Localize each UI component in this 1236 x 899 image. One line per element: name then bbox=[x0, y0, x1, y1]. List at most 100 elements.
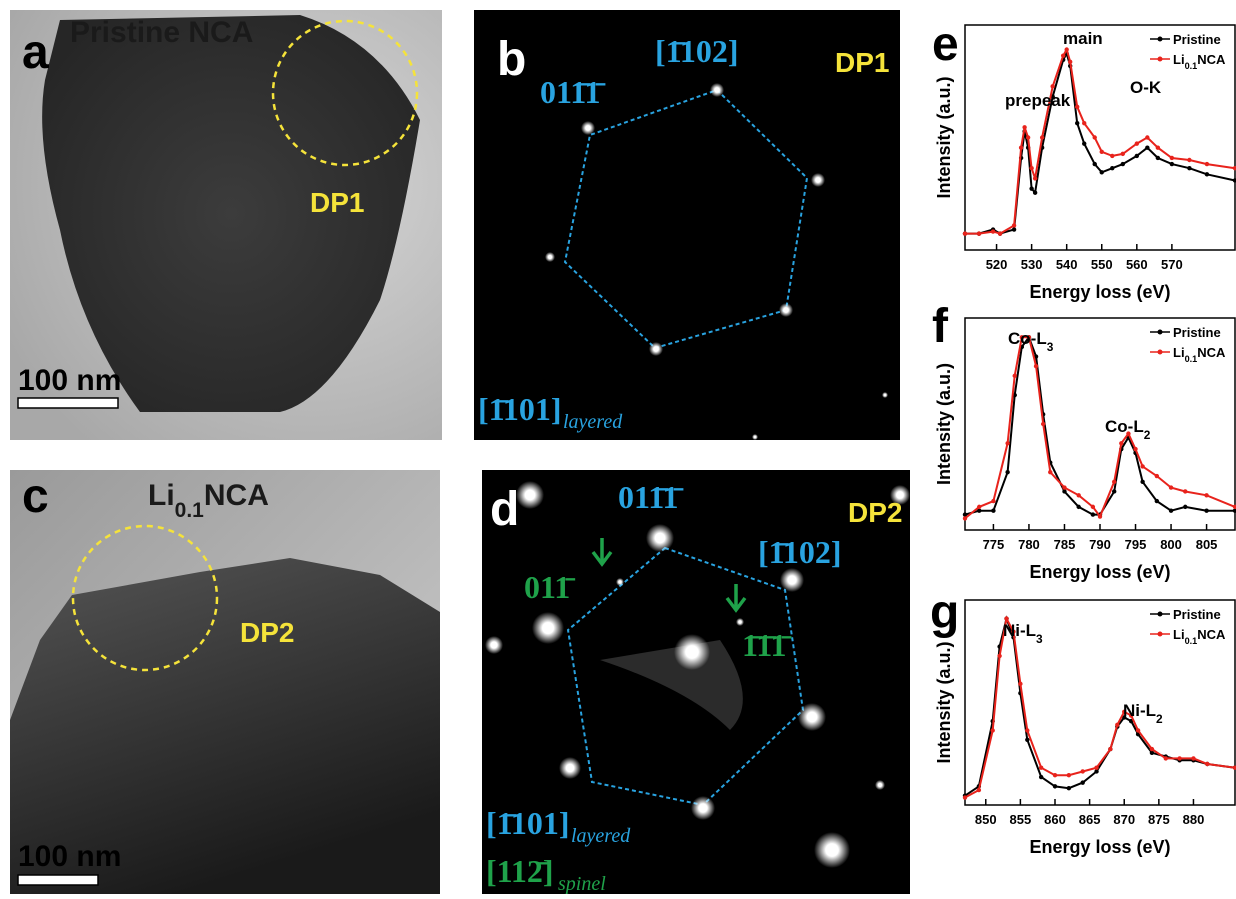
marker bbox=[1183, 489, 1187, 493]
marker bbox=[1050, 84, 1054, 88]
marker bbox=[991, 499, 995, 503]
marker bbox=[1135, 141, 1139, 145]
marker bbox=[1204, 509, 1208, 513]
marker bbox=[1076, 505, 1080, 509]
spot-label: 011̄1̄ bbox=[540, 74, 605, 110]
spot-label: 011̄1̄ bbox=[618, 479, 683, 515]
marker bbox=[1115, 723, 1119, 727]
marker bbox=[1041, 422, 1045, 426]
marker bbox=[1156, 146, 1160, 150]
marker bbox=[991, 229, 995, 233]
x-tick-label: 560 bbox=[1126, 257, 1148, 272]
marker bbox=[1100, 170, 1104, 174]
legend-label: Pristine bbox=[1173, 325, 1221, 340]
x-axis-label: Energy loss (eV) bbox=[1029, 282, 1170, 302]
marker bbox=[1169, 509, 1173, 513]
marker bbox=[977, 231, 981, 235]
marker bbox=[1183, 505, 1187, 509]
marker bbox=[1133, 447, 1137, 451]
spinel-zone-axis: [112̄] bbox=[486, 853, 554, 889]
y-axis-label: Intensity (a.u.) bbox=[934, 76, 954, 198]
spinel-zone-subscript: spinel bbox=[558, 873, 606, 894]
marker bbox=[963, 516, 967, 520]
x-tick-label: 795 bbox=[1125, 537, 1147, 552]
x-tick-label: 850 bbox=[975, 812, 997, 827]
marker bbox=[1039, 766, 1043, 770]
panel-letter: b bbox=[497, 33, 526, 86]
sample-label: Pristine NCA bbox=[70, 16, 253, 49]
zone-axis: [1̄101] bbox=[486, 805, 570, 841]
marker bbox=[1205, 762, 1209, 766]
marker bbox=[1062, 485, 1066, 489]
marker bbox=[977, 505, 981, 509]
marker bbox=[1187, 158, 1191, 162]
marker bbox=[1093, 162, 1097, 166]
legend-label: Pristine bbox=[1173, 607, 1221, 622]
marker bbox=[1121, 162, 1125, 166]
marker bbox=[991, 509, 995, 513]
x-tick-label: 570 bbox=[1161, 257, 1183, 272]
x-tick-label: 855 bbox=[1010, 812, 1032, 827]
marker bbox=[1108, 747, 1112, 751]
panel-letter: f bbox=[932, 300, 949, 353]
x-tick-label: 800 bbox=[1160, 537, 1182, 552]
spot-label: [1̄102] bbox=[758, 534, 842, 570]
marker bbox=[990, 728, 994, 732]
dp-label: DP1 bbox=[835, 47, 889, 78]
y-axis-label: Intensity (a.u.) bbox=[934, 363, 954, 485]
marker bbox=[1062, 489, 1066, 493]
panel-letter: e bbox=[932, 18, 959, 71]
x-tick-label: 780 bbox=[1018, 537, 1040, 552]
marker bbox=[1156, 156, 1160, 160]
spectrum-panel: f775780785790795800805Energy loss (eV)In… bbox=[932, 300, 1236, 582]
marker bbox=[1082, 141, 1086, 145]
marker bbox=[1205, 162, 1209, 166]
marker bbox=[1029, 166, 1033, 170]
spectrum-line bbox=[965, 337, 1235, 518]
legend-label: Pristine bbox=[1173, 32, 1221, 47]
marker bbox=[1119, 441, 1123, 445]
x-tick-label: 875 bbox=[1148, 812, 1170, 827]
panel-letter: c bbox=[22, 470, 49, 523]
marker bbox=[977, 788, 981, 792]
annotation: prepeak bbox=[1005, 91, 1071, 110]
marker bbox=[1075, 105, 1079, 109]
dp-label: DP2 bbox=[848, 497, 902, 528]
x-tick-label: 530 bbox=[1021, 257, 1043, 272]
x-tick-label: 865 bbox=[1079, 812, 1101, 827]
spot-label: [1̄102] bbox=[655, 33, 739, 69]
x-axis-label: Energy loss (eV) bbox=[1029, 837, 1170, 857]
panel-letter: d bbox=[490, 483, 519, 536]
marker bbox=[1067, 786, 1071, 790]
legend-marker bbox=[1158, 632, 1163, 637]
marker bbox=[1145, 146, 1149, 150]
marker bbox=[1204, 493, 1208, 497]
scale-bar-label: 100 nm bbox=[18, 840, 121, 873]
marker bbox=[1033, 191, 1037, 195]
legend-label: Li0.1NCA bbox=[1173, 627, 1226, 646]
marker bbox=[1019, 146, 1023, 150]
x-tick-label: 805 bbox=[1196, 537, 1218, 552]
zone-subscript: layered bbox=[563, 411, 623, 433]
marker bbox=[1093, 135, 1097, 139]
plot-frame bbox=[965, 318, 1235, 530]
marker bbox=[1026, 135, 1030, 139]
annotation: Ni-L2 bbox=[1123, 701, 1163, 726]
marker bbox=[1013, 374, 1017, 378]
marker bbox=[1112, 480, 1116, 484]
plot-frame bbox=[965, 25, 1235, 250]
marker bbox=[1025, 728, 1029, 732]
legend-marker bbox=[1158, 330, 1163, 335]
marker bbox=[1091, 512, 1095, 516]
x-tick-label: 550 bbox=[1091, 257, 1113, 272]
marker bbox=[1164, 756, 1168, 760]
panel-c: c Li0.1NCA DP2 100 nm bbox=[10, 470, 440, 894]
legend-label: Li0.1NCA bbox=[1173, 345, 1226, 364]
marker bbox=[1110, 166, 1114, 170]
marker bbox=[1012, 227, 1016, 231]
marker bbox=[1170, 162, 1174, 166]
marker bbox=[1091, 505, 1095, 509]
marker bbox=[1112, 489, 1116, 493]
marker bbox=[1140, 480, 1144, 484]
marker bbox=[1025, 738, 1029, 742]
